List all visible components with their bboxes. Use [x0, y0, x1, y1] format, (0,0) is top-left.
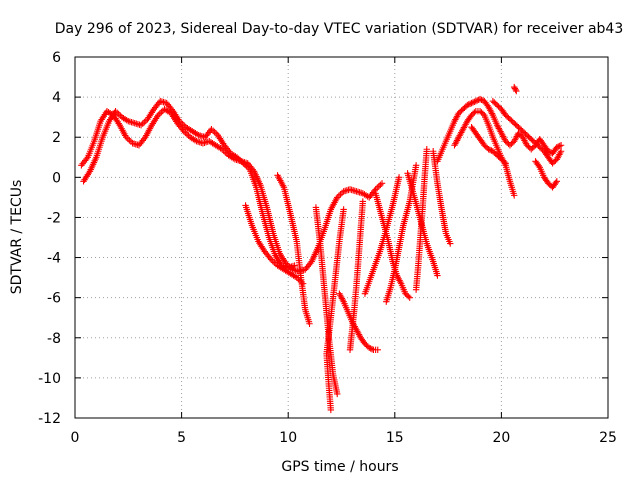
series-arc-12	[383, 162, 420, 305]
x-tick-label: 0	[71, 430, 80, 446]
y-tick-label: 0	[52, 170, 61, 186]
series-arc-2	[80, 97, 298, 271]
y-tick-label: -8	[47, 331, 61, 347]
series-arc-10	[361, 174, 403, 297]
data-point-markers	[510, 83, 520, 95]
data-point-markers	[312, 204, 341, 398]
data-point-markers	[412, 146, 430, 293]
grid	[75, 57, 608, 418]
data-point-markers	[489, 97, 565, 167]
series-arc-8	[346, 198, 367, 354]
data-point-markers	[451, 107, 518, 199]
data-point-markers	[80, 97, 298, 271]
data-point-markers	[532, 158, 561, 191]
data-point-markers	[361, 174, 403, 297]
y-tick-label: 6	[52, 50, 61, 66]
series-arc-19	[510, 83, 520, 95]
y-tick-label: -4	[47, 251, 61, 267]
data-points	[78, 83, 565, 414]
series-arc-5	[312, 204, 341, 398]
y-tick-label: 2	[52, 130, 61, 146]
y-tick-label: -2	[47, 210, 61, 226]
data-point-markers	[78, 105, 386, 275]
series-arc-6	[323, 206, 347, 414]
data-point-markers	[383, 162, 420, 305]
data-point-markers	[242, 202, 307, 287]
x-tick-label: 25	[599, 430, 617, 446]
y-tick-label: 4	[52, 90, 61, 106]
data-point-markers	[346, 198, 367, 354]
data-point-markers	[468, 123, 509, 167]
y-tick-label: -10	[38, 371, 61, 387]
data-point-markers	[274, 172, 313, 327]
y-tick-label: -12	[38, 411, 61, 427]
series-arc-16	[451, 107, 518, 199]
x-tick-label: 15	[386, 430, 404, 446]
chart-title: Day 296 of 2023, Sidereal Day-to-day VTE…	[55, 21, 624, 37]
x-tick-label: 10	[279, 430, 297, 446]
series-arc-14	[429, 148, 454, 247]
y-axis-label: SDTVAR / TECUs	[9, 180, 25, 295]
series-arc-1	[78, 105, 386, 275]
x-tick-label: 20	[492, 430, 510, 446]
data-point-markers	[336, 290, 381, 354]
series-arc-4	[274, 172, 313, 327]
series-arc-13	[412, 146, 430, 293]
series-arc-3	[242, 202, 307, 287]
x-tick-label: 5	[177, 430, 186, 446]
series-arc-18	[489, 97, 565, 167]
data-point-markers	[323, 206, 347, 414]
data-point-markers	[429, 148, 454, 247]
plot-frame	[74, 56, 609, 419]
data-point-markers	[434, 95, 565, 165]
series-arc-17	[468, 123, 509, 167]
series-arc-15	[434, 95, 565, 165]
x-axis-label: GPS time / hours	[281, 459, 398, 475]
y-tick-label: -6	[47, 291, 61, 307]
series-arc-20	[532, 158, 561, 191]
series-arc-7	[336, 290, 381, 354]
